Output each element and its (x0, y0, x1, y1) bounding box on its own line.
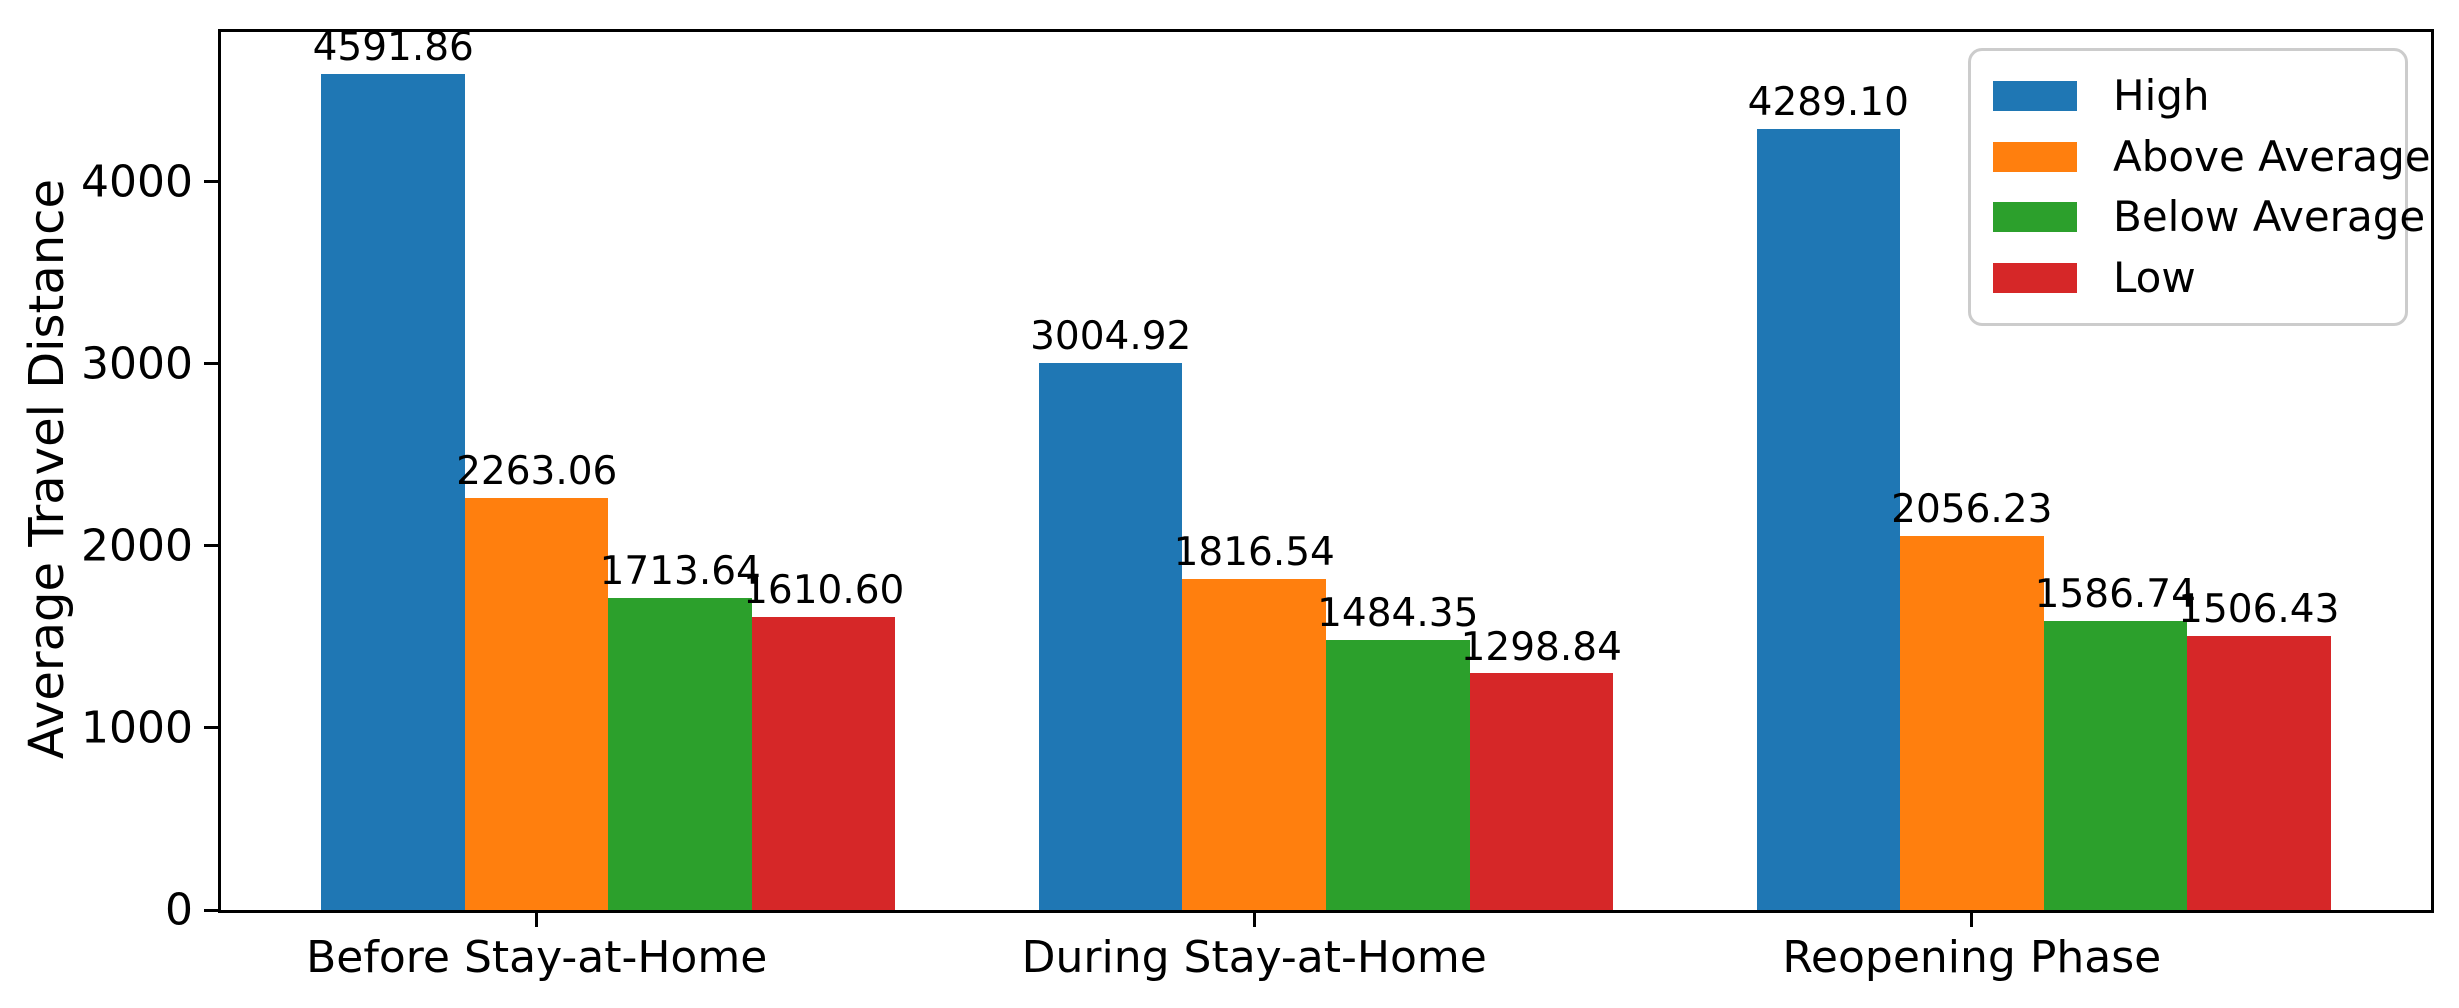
legend-label-below-average: Below Average (2113, 192, 2426, 242)
bar-high-during-stay-at-home (1038, 362, 1183, 910)
x-tick-mark (535, 913, 539, 927)
legend-swatch-above-average (1993, 141, 2077, 172)
bar-above-average-reopening-phase (1900, 535, 2044, 910)
y-tick-mark (204, 362, 218, 366)
legend-item-above-average: Above Average (1993, 133, 2431, 180)
bar-value-label-low-before-stay-at-home: 1610.60 (743, 567, 905, 613)
bar-value-label-below-average-reopening-phase: 1586.74 (2034, 572, 2196, 618)
x-tick-label-before-stay-at-home: Before Stay-at-Home (306, 932, 768, 983)
legend-item-below-average: Below Average (1993, 193, 2425, 240)
bar-value-label-above-average-during-stay-at-home: 1816.54 (1173, 530, 1335, 576)
y-tick-mark (204, 908, 218, 912)
legend-swatch-low (1993, 262, 2077, 293)
x-tick-mark (1252, 913, 1256, 927)
legend-item-high: High (1993, 73, 2387, 119)
y-tick-label-2000: 2000 (81, 520, 193, 572)
legend-label-above-average: Above Average (2113, 131, 2431, 181)
y-tick-mark (204, 726, 218, 730)
bar-value-label-low-reopening-phase: 1506.43 (2178, 586, 2340, 632)
bar-value-label-above-average-before-stay-at-home: 2263.06 (456, 448, 618, 494)
bar-low-before-stay-at-home (751, 616, 896, 910)
bar-value-label-above-average-reopening-phase: 2056.23 (1891, 486, 2053, 532)
legend-label-high: High (2113, 71, 2210, 121)
x-tick-label-during-stay-at-home: During Stay-at-Home (1021, 932, 1487, 983)
y-tick-label-1000: 1000 (81, 702, 193, 754)
bar-low-during-stay-at-home (1469, 673, 1613, 910)
bar-below-average-during-stay-at-home (1326, 639, 1470, 910)
bar-value-label-below-average-before-stay-at-home: 1713.64 (599, 549, 761, 595)
bar-value-label-high-during-stay-at-home: 3004.92 (1030, 313, 1192, 359)
legend: High Above Average Below Average Low (1968, 48, 2431, 326)
bar-above-average-during-stay-at-home (1182, 579, 1326, 910)
bar-value-label-high-before-stay-at-home: 4591.86 (312, 24, 474, 70)
bar-value-label-low-during-stay-at-home: 1298.84 (1460, 624, 1622, 670)
bar-high-before-stay-at-home (321, 73, 465, 910)
x-tick-mark (1970, 913, 1974, 927)
bar-high-reopening-phase (1756, 128, 1901, 910)
y-axis-label: Average Travel Distance (19, 178, 75, 760)
bar-above-average-before-stay-at-home (464, 497, 609, 910)
y-tick-label-4000: 4000 (81, 156, 193, 208)
bar-value-label-below-average-during-stay-at-home: 1484.35 (1317, 590, 1479, 636)
bar-low-reopening-phase (2187, 635, 2331, 910)
legend-item-low: Low (1993, 252, 2387, 302)
y-tick-label-0: 0 (165, 884, 193, 936)
y-tick-mark (204, 544, 218, 548)
x-tick-label-reopening-phase: Reopening Phase (1782, 932, 2162, 983)
y-tick-mark (204, 180, 218, 184)
legend-swatch-high (1993, 81, 2077, 112)
bar-value-label-high-reopening-phase: 4289.10 (1747, 80, 1909, 126)
y-tick-label-3000: 3000 (81, 338, 193, 390)
legend-swatch-below-average (1993, 202, 2077, 233)
legend-label-low: Low (2113, 252, 2196, 302)
bar-below-average-reopening-phase (2043, 621, 2188, 910)
bar-below-average-before-stay-at-home (608, 597, 752, 910)
